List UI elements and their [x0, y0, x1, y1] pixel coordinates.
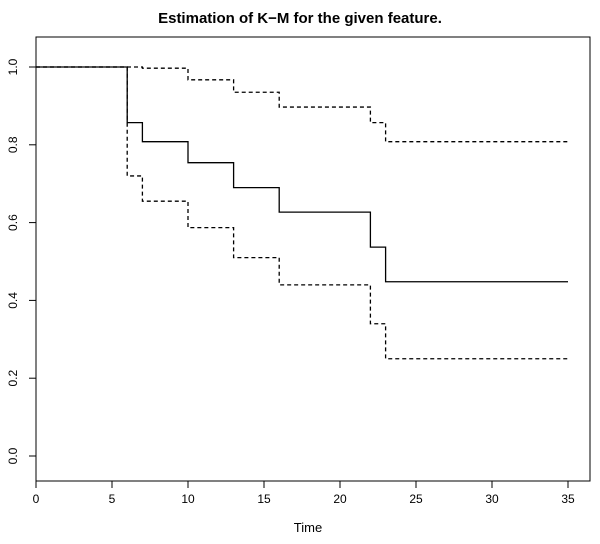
plot-frame: [35, 36, 591, 482]
km-survival-curve: [36, 66, 568, 283]
lower-confidence-band: [36, 66, 568, 360]
y-tick-label: 0.8: [6, 136, 20, 153]
y-tick-label: 0.2: [6, 370, 20, 387]
y-tick-label: 0.6: [6, 214, 20, 231]
y-tick-label: 0.0: [6, 447, 20, 464]
upper-confidence-band: [36, 66, 568, 143]
x-tick-label: 20: [333, 492, 347, 506]
x-tick-label: 15: [257, 492, 271, 506]
y-tick-label: 1.0: [6, 58, 20, 75]
x-axis: 0 5 10 15 20 25 30 35: [33, 481, 575, 506]
chart-title: Estimation of K−M for the given feature.: [158, 10, 442, 27]
series-layer: [36, 66, 568, 360]
x-tick-label: 35: [561, 492, 575, 506]
x-tick-label: 10: [181, 492, 195, 506]
y-tick-label: 0.4: [6, 292, 20, 309]
x-axis-label: Time: [293, 520, 323, 535]
x-tick-label: 5: [109, 492, 116, 506]
x-tick-label: 0: [33, 492, 40, 506]
x-tick-label: 30: [485, 492, 499, 506]
y-axis: 0.0 0.2 0.4 0.6 0.8 1.0: [6, 58, 36, 464]
x-tick-label: 25: [409, 492, 423, 506]
